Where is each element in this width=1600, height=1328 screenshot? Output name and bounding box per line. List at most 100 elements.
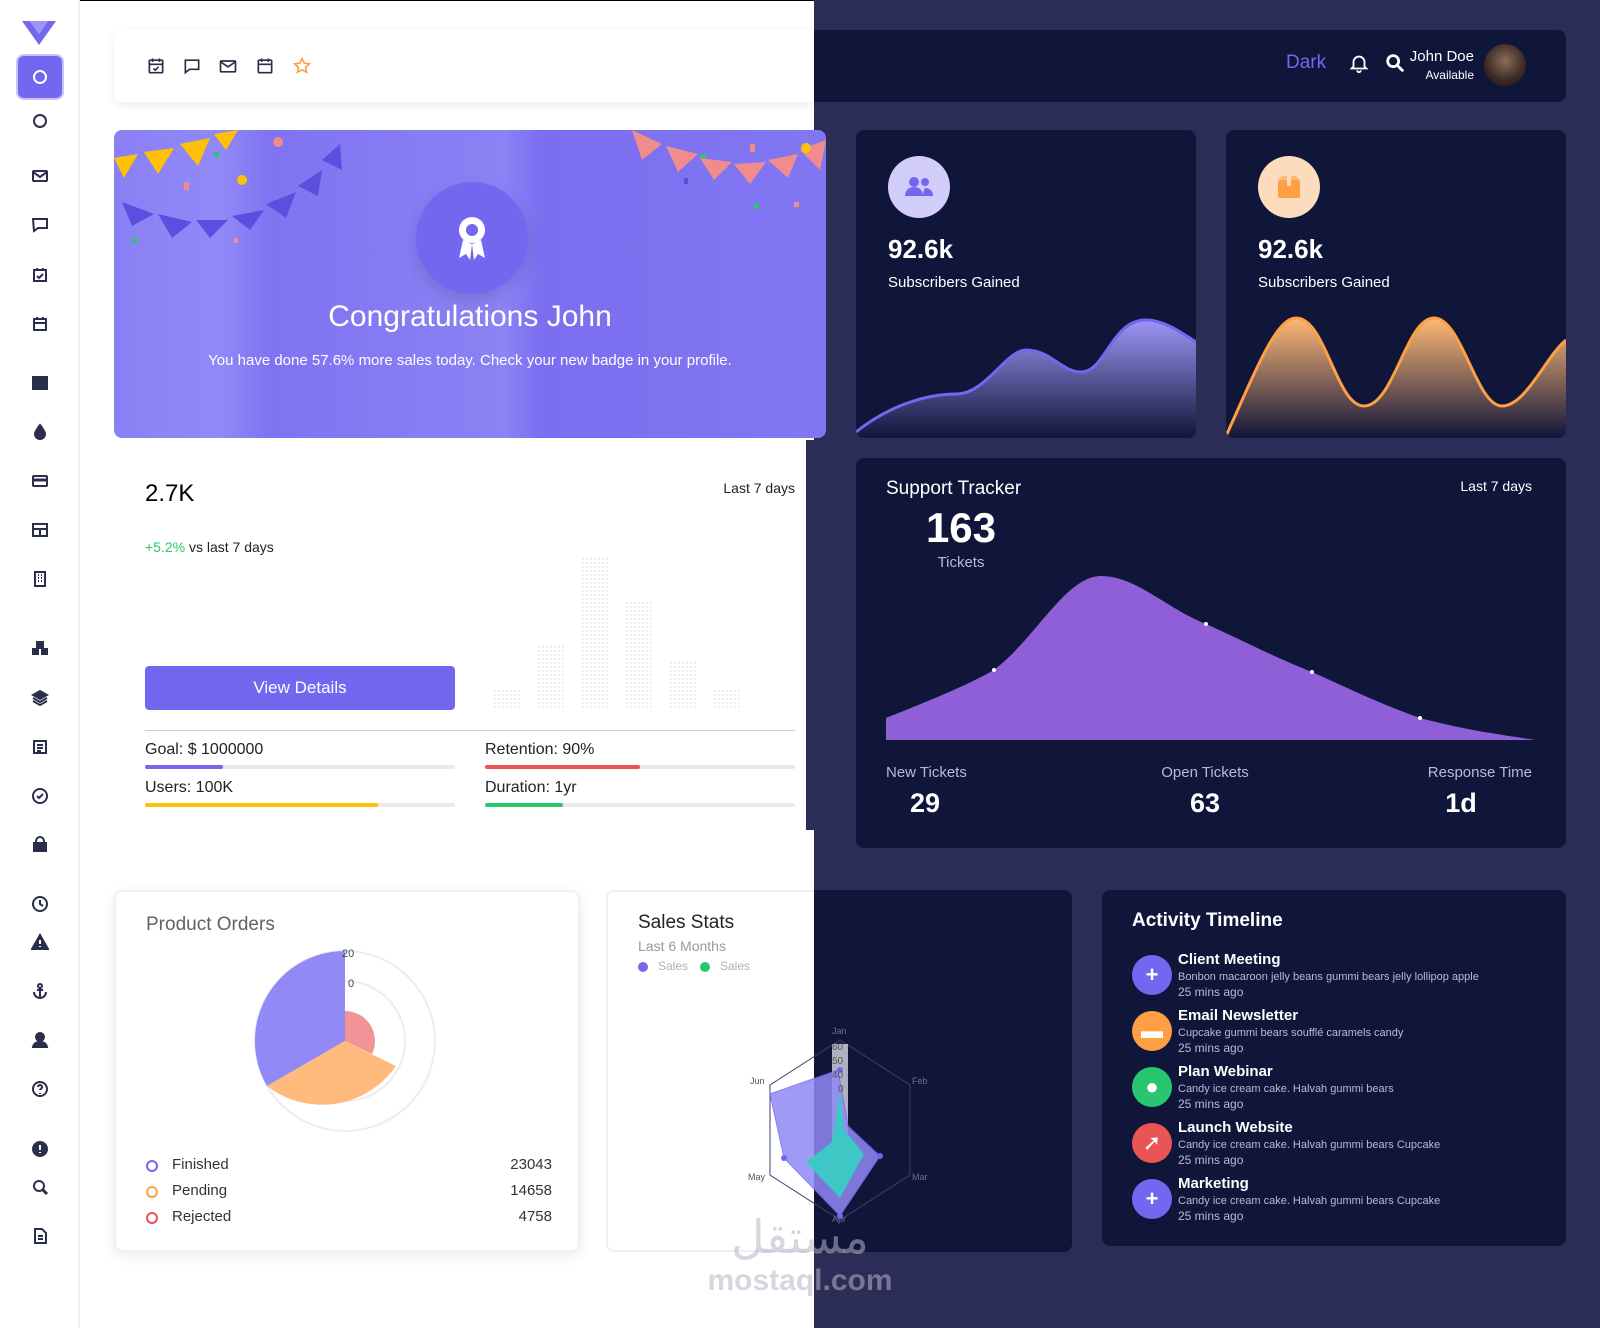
finished-dot bbox=[146, 1160, 158, 1172]
axis-jun: Jun bbox=[750, 1076, 765, 1086]
axis-jan: Jan bbox=[832, 1026, 847, 1036]
congrats-message: You have done 57.6% more sales today. Ch… bbox=[208, 352, 732, 369]
sidebar-item-info[interactable] bbox=[26, 1136, 54, 1162]
sidebar-item-file[interactable] bbox=[26, 1223, 54, 1249]
axis-may: May bbox=[748, 1172, 766, 1182]
user-icon bbox=[31, 1032, 49, 1048]
timeline-item: ➚ Launch Website Candy ice cream cake. Hal… bbox=[1132, 1119, 1562, 1173]
divider-strip bbox=[806, 440, 826, 830]
scale-label-0: 0 bbox=[348, 978, 355, 990]
sidebar-item-credit-card[interactable] bbox=[26, 468, 54, 494]
congratulations-card: Congratulations John You have done 57.6%… bbox=[114, 130, 826, 438]
sidebar-item-circle[interactable] bbox=[26, 108, 54, 134]
sales-change: +5.2% vs last 7 days bbox=[145, 539, 274, 555]
legend-dot-green bbox=[700, 962, 710, 972]
scale-label-20: 20 bbox=[342, 948, 355, 960]
sales-period-dropdown[interactable]: Last 7 days bbox=[723, 480, 795, 496]
home-icon bbox=[33, 70, 47, 84]
sidebar-item-clock[interactable] bbox=[26, 891, 54, 917]
pending-label: Pending bbox=[172, 1182, 228, 1199]
sidebar-item-grid[interactable] bbox=[26, 370, 54, 396]
sidebar-item-boxes[interactable] bbox=[26, 635, 54, 661]
support-period-dropdown[interactable]: Last 7 days bbox=[1460, 478, 1532, 494]
sidebar-item-layers[interactable] bbox=[26, 685, 54, 711]
view-details-button[interactable]: View Details bbox=[145, 666, 455, 710]
tick-0: 0 bbox=[838, 1084, 844, 1095]
logo[interactable] bbox=[20, 18, 58, 48]
open-tickets-value: 63 bbox=[1189, 788, 1221, 818]
legend-dot-purple bbox=[638, 962, 648, 972]
sales-bar-chart bbox=[494, 558, 740, 710]
rejected-dot bbox=[146, 1212, 158, 1224]
chat-icon[interactable] bbox=[180, 54, 204, 78]
finished-label: Finished bbox=[172, 1156, 229, 1173]
package-icon bbox=[1258, 156, 1320, 218]
tick-60: 60 bbox=[832, 1042, 844, 1053]
sidebar-item-list[interactable] bbox=[26, 734, 54, 760]
sidebar-item-search[interactable] bbox=[26, 1174, 54, 1200]
timeline-item-desc: Candy ice cream cake. Halvah gummi bears… bbox=[1178, 1195, 1441, 1207]
user-status: Available bbox=[1425, 68, 1474, 82]
axis-mar: Mar bbox=[912, 1172, 928, 1182]
duration-progress bbox=[485, 803, 795, 807]
pending-dot bbox=[146, 1186, 158, 1198]
timeline-item-time: 25 mins ago bbox=[1178, 1153, 1244, 1167]
support-title: Support Tracker bbox=[886, 478, 1022, 499]
timeline-icon: ▬ bbox=[1132, 1011, 1172, 1051]
timeline-item-time: 25 mins ago bbox=[1178, 1209, 1244, 1223]
sidebar-item-check-circle[interactable] bbox=[26, 783, 54, 809]
sales-stats-card-light bbox=[606, 890, 814, 1252]
calendar-icon[interactable] bbox=[253, 54, 277, 78]
product-orders-radial-chart bbox=[254, 950, 436, 1132]
timeline-item: ▬ Email Newsletter Cupcake gummi bears sou… bbox=[1132, 1007, 1562, 1061]
sidebar-item-chat[interactable] bbox=[26, 212, 54, 238]
sidebar-item-building[interactable] bbox=[26, 566, 54, 592]
axis-feb: Feb bbox=[912, 1076, 928, 1086]
sidebar-item-mail[interactable] bbox=[26, 163, 54, 189]
sidebar-item-home[interactable] bbox=[18, 56, 62, 98]
sidebar-item-help[interactable] bbox=[26, 1076, 54, 1102]
timeline-item-time: 25 mins ago bbox=[1178, 1097, 1244, 1111]
calendar-check-icon[interactable] bbox=[144, 54, 168, 78]
timeline-item-title: Marketing bbox=[1178, 1175, 1249, 1192]
mail-icon[interactable] bbox=[216, 54, 240, 78]
help-icon bbox=[32, 1081, 48, 1097]
sales-change-value: +5.2% bbox=[145, 539, 186, 555]
timeline-item: ● Plan Webinar Candy ice cream cake. Halva… bbox=[1132, 1063, 1562, 1117]
user-name[interactable]: John Doe bbox=[1409, 48, 1474, 65]
watermark-arabic: مستقل bbox=[731, 1210, 869, 1264]
separator bbox=[145, 730, 795, 731]
search-icon[interactable] bbox=[1384, 52, 1408, 76]
sidebar-item-calendar[interactable] bbox=[26, 311, 54, 337]
sidebar-item-calendar-check[interactable] bbox=[26, 262, 54, 288]
subscribers-label: Subscribers Gained bbox=[1258, 274, 1390, 291]
avatar[interactable] bbox=[1484, 44, 1526, 86]
sidebar-item-user[interactable] bbox=[26, 1027, 54, 1053]
calendar-check-icon bbox=[33, 268, 47, 282]
lock-icon bbox=[33, 836, 47, 852]
timeline-item: + Marketing Candy ice cream cake. Halvah g… bbox=[1132, 1175, 1562, 1229]
sidebar-item-anchor[interactable] bbox=[26, 978, 54, 1004]
sidebar-item-droplet[interactable] bbox=[26, 419, 54, 445]
sales-change-suffix: vs last 7 days bbox=[188, 539, 274, 555]
timeline-icon: + bbox=[1132, 955, 1172, 995]
award-icon bbox=[459, 217, 485, 260]
users-progress bbox=[145, 803, 455, 807]
legend-label-1: Sales bbox=[658, 959, 689, 973]
sidebar-item-table[interactable] bbox=[26, 517, 54, 543]
star-icon[interactable] bbox=[290, 54, 314, 78]
bell-icon[interactable] bbox=[1348, 52, 1372, 76]
sales-stats-subtitle: Last 6 Months bbox=[638, 938, 726, 954]
decoration-banners bbox=[114, 130, 826, 243]
sidebar-item-lock[interactable] bbox=[26, 831, 54, 857]
timeline-title: Activity Timeline bbox=[1132, 910, 1283, 931]
calendar-icon bbox=[33, 317, 47, 331]
watermark-latin: mostaql.com bbox=[707, 1264, 893, 1297]
congrats-title: Congratulations John bbox=[328, 300, 612, 333]
theme-toggle[interactable]: Dark bbox=[1286, 52, 1327, 73]
sidebar-item-alert-triangle[interactable] bbox=[26, 929, 54, 955]
subscribers-card-1: 92.6k Subscribers Gained bbox=[856, 130, 1196, 438]
boxes-icon bbox=[32, 641, 48, 655]
users-label: Users: 100K bbox=[145, 779, 234, 796]
info-icon bbox=[32, 1141, 48, 1157]
